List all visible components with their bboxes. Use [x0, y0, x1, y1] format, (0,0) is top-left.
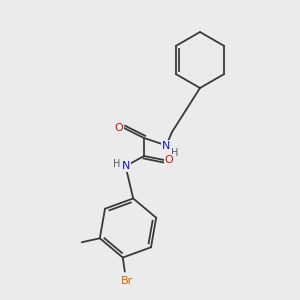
- Text: Br: Br: [121, 275, 133, 286]
- Text: N: N: [162, 141, 170, 151]
- Text: H: H: [171, 148, 179, 158]
- Text: O: O: [165, 155, 173, 165]
- Text: H: H: [113, 159, 121, 169]
- Text: O: O: [115, 123, 123, 133]
- Text: N: N: [122, 161, 130, 171]
